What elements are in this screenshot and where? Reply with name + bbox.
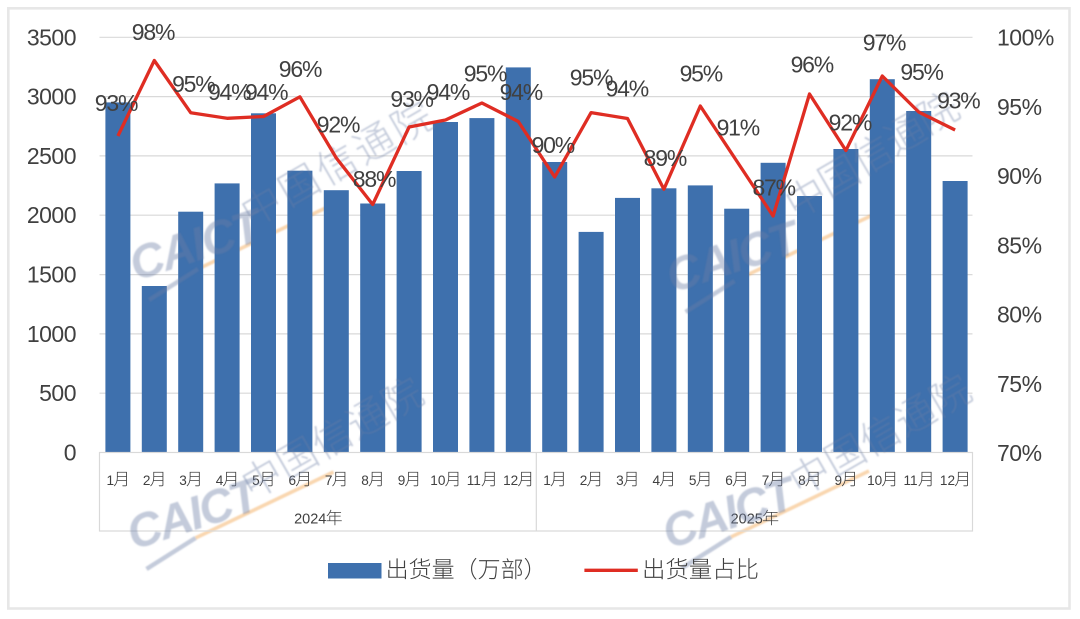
- svg-text:11: 11: [467, 473, 481, 488]
- svg-text:1: 1: [107, 473, 115, 488]
- svg-text:94%: 94%: [606, 76, 649, 102]
- svg-text:94%: 94%: [208, 79, 251, 105]
- svg-text:3500: 3500: [27, 24, 76, 50]
- svg-text:100%: 100%: [997, 25, 1054, 51]
- svg-text:5: 5: [252, 473, 260, 488]
- svg-text:2500: 2500: [27, 143, 76, 169]
- svg-text:0: 0: [64, 440, 76, 466]
- svg-text:2: 2: [143, 473, 151, 488]
- svg-text:92%: 92%: [829, 109, 872, 135]
- svg-text:12: 12: [503, 473, 518, 488]
- svg-text:2: 2: [580, 473, 588, 488]
- svg-text:95%: 95%: [997, 94, 1042, 120]
- svg-text:91%: 91%: [717, 115, 760, 141]
- svg-text:5: 5: [689, 473, 697, 488]
- svg-text:95%: 95%: [172, 71, 215, 97]
- svg-text:87%: 87%: [752, 175, 795, 201]
- svg-text:1: 1: [543, 473, 551, 488]
- svg-text:94%: 94%: [427, 79, 470, 105]
- svg-text:95%: 95%: [900, 59, 943, 85]
- svg-text:7: 7: [762, 473, 770, 488]
- svg-text:96%: 96%: [791, 52, 834, 78]
- svg-text:4: 4: [653, 473, 661, 488]
- svg-text:500: 500: [39, 380, 76, 406]
- svg-text:80%: 80%: [997, 302, 1042, 328]
- svg-text:1500: 1500: [27, 262, 76, 288]
- svg-text:93%: 93%: [390, 86, 433, 112]
- svg-text:98%: 98%: [132, 19, 175, 45]
- svg-text:1000: 1000: [27, 321, 76, 347]
- svg-text:12: 12: [940, 473, 955, 488]
- svg-text:3: 3: [616, 473, 624, 488]
- svg-text:4: 4: [216, 473, 224, 488]
- svg-text:10: 10: [430, 473, 446, 488]
- svg-text:95%: 95%: [680, 60, 723, 86]
- svg-text:70%: 70%: [997, 440, 1042, 466]
- svg-text:75%: 75%: [997, 371, 1042, 397]
- svg-text:9: 9: [835, 473, 843, 488]
- svg-text:93%: 93%: [95, 90, 138, 116]
- svg-text:96%: 96%: [279, 56, 322, 82]
- svg-text:92%: 92%: [317, 111, 360, 137]
- svg-text:2025: 2025: [731, 512, 763, 528]
- svg-text:7: 7: [325, 473, 333, 488]
- svg-text:9: 9: [398, 473, 406, 488]
- svg-text:3: 3: [179, 473, 187, 488]
- svg-text:89%: 89%: [644, 145, 687, 171]
- svg-text:94%: 94%: [245, 79, 288, 105]
- svg-text:8: 8: [798, 473, 806, 488]
- svg-text:95%: 95%: [570, 65, 613, 91]
- svg-text:88%: 88%: [353, 166, 396, 192]
- svg-text:97%: 97%: [863, 30, 906, 56]
- svg-text:2024: 2024: [294, 512, 326, 528]
- svg-text:95%: 95%: [464, 60, 507, 86]
- svg-text:3000: 3000: [27, 84, 76, 110]
- svg-text:90%: 90%: [997, 163, 1042, 189]
- svg-text:94%: 94%: [500, 79, 543, 105]
- svg-text:11: 11: [904, 473, 918, 488]
- svg-text:6: 6: [725, 473, 733, 488]
- svg-text:2000: 2000: [27, 202, 76, 228]
- svg-text:90%: 90%: [532, 132, 575, 158]
- svg-text:10: 10: [867, 473, 883, 488]
- svg-text:8: 8: [361, 473, 369, 488]
- svg-text:85%: 85%: [997, 232, 1042, 258]
- svg-text:93%: 93%: [937, 88, 980, 114]
